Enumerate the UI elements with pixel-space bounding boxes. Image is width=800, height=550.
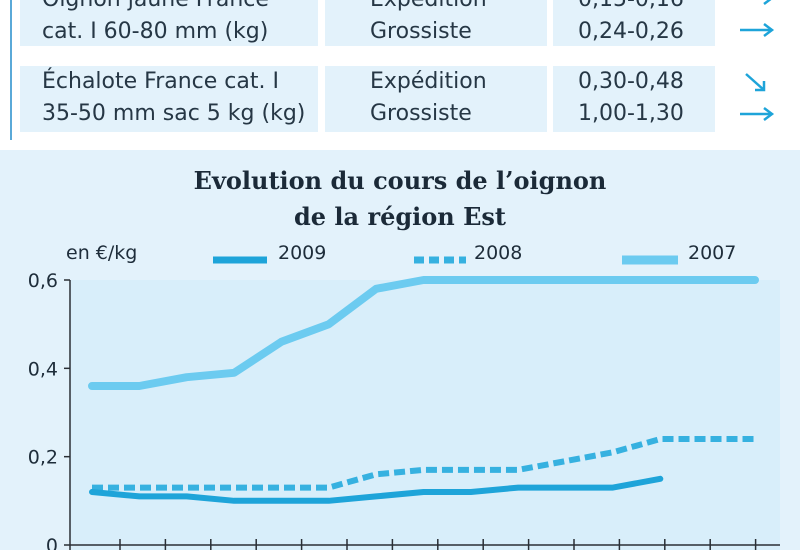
trend-cell bbox=[720, 0, 795, 46]
y-tick-label: 0,6 bbox=[28, 270, 58, 292]
line-chart: 0 0,2 0,4 0,6 bbox=[28, 255, 780, 550]
price-cell: 0,30-0,48 1,00-1,30 bbox=[553, 66, 715, 132]
product-cell: Oignon jaune France cat. I 60-80 mm (kg) bbox=[20, 0, 318, 46]
market-line: Expédition bbox=[370, 0, 547, 16]
product-cell: Échalote France cat. I 35-50 mm sac 5 kg… bbox=[20, 66, 318, 132]
product-line: 35-50 mm sac 5 kg (kg) bbox=[42, 101, 306, 126]
chart-panel: Evolution du cours de l’oignon de la rég… bbox=[0, 150, 800, 550]
table-row: Oignon jaune France cat. I 60-80 mm (kg)… bbox=[20, 0, 790, 48]
legend-label-2008: 2008 bbox=[474, 242, 523, 264]
table-row: Échalote France cat. I 35-50 mm sac 5 kg… bbox=[20, 66, 790, 132]
arrow-down-right-icon bbox=[745, 73, 766, 92]
table-border bbox=[10, 0, 12, 140]
price-cell: 0,15-0,16 0,24-0,26 bbox=[553, 0, 715, 46]
price-line: 0,30-0,48 bbox=[578, 69, 684, 94]
chart-subtitle: de la région Est bbox=[294, 202, 506, 231]
price-table: Oignon jaune France cat. I 60-80 mm (kg)… bbox=[0, 0, 800, 140]
plot-area bbox=[70, 280, 780, 550]
market-line: Grossiste bbox=[370, 19, 472, 44]
arrow-right-icon bbox=[740, 107, 775, 121]
chart-title: Evolution du cours de l’oignon bbox=[193, 166, 607, 195]
market-cell: Expédition Grossiste bbox=[325, 66, 547, 132]
product-line: Échalote France cat. I bbox=[42, 69, 279, 94]
product-line: Oignon jaune France bbox=[42, 0, 318, 16]
series-line-2009 bbox=[89, 475, 664, 504]
y-tick-label: 0,4 bbox=[28, 358, 58, 380]
y-axis-unit: en €/kg bbox=[66, 242, 138, 264]
market-cell: Expédition Grossiste bbox=[325, 0, 547, 46]
trend-cell bbox=[720, 66, 795, 132]
arrow-right-icon bbox=[740, 23, 775, 37]
y-tick-label: 0 bbox=[46, 535, 58, 550]
market-line: Grossiste bbox=[370, 101, 472, 126]
legend-label-2007: 2007 bbox=[688, 242, 737, 264]
legend-label-2009: 2009 bbox=[278, 242, 327, 264]
series-line-2007 bbox=[88, 276, 759, 390]
y-tick-label: 0,2 bbox=[28, 447, 58, 469]
price-line: 0,24-0,26 bbox=[578, 19, 684, 44]
market-line: Expédition bbox=[370, 69, 487, 94]
arrow-right-icon bbox=[763, 0, 772, 5]
product-line: cat. I 60-80 mm (kg) bbox=[42, 19, 269, 44]
price-line: 0,15-0,16 bbox=[578, 0, 715, 16]
price-line: 1,00-1,30 bbox=[578, 101, 684, 126]
